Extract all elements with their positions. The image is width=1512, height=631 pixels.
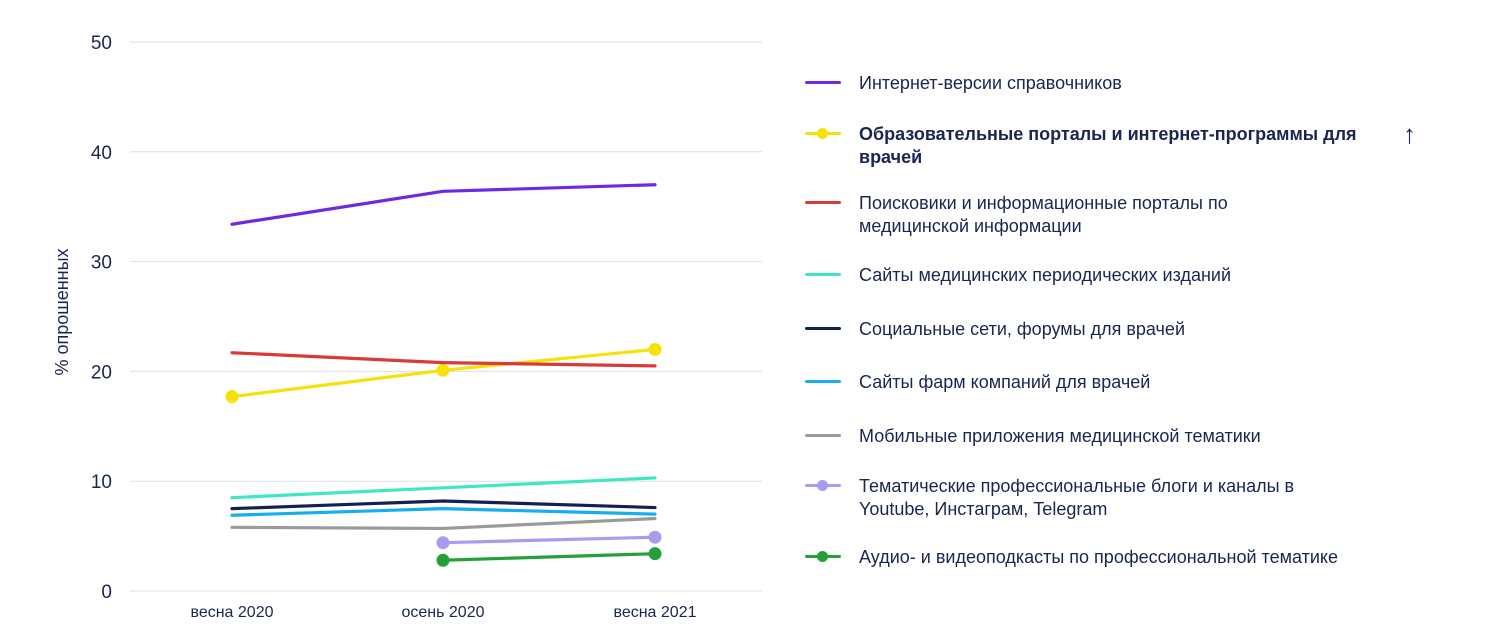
legend-line bbox=[805, 273, 841, 276]
data-point bbox=[648, 530, 662, 544]
legend-marker bbox=[817, 480, 828, 491]
y-tick-label: 50 bbox=[91, 33, 112, 54]
series-line bbox=[230, 516, 657, 531]
series-line bbox=[230, 183, 657, 226]
y-axis-label: % опрошенных bbox=[52, 248, 72, 375]
y-tick-label: 40 bbox=[91, 143, 112, 164]
data-point bbox=[436, 553, 450, 567]
legend-swatch bbox=[805, 192, 841, 214]
series-6 bbox=[230, 516, 657, 531]
series-line bbox=[441, 552, 657, 562]
legend-label: Сайты медицинских периодических изданий bbox=[859, 265, 1232, 285]
y-tick-label: 0 bbox=[101, 582, 112, 603]
series-line bbox=[441, 535, 657, 545]
legend-item: Мобильные приложения медицинской тематик… bbox=[805, 425, 1261, 448]
series-line bbox=[230, 499, 657, 511]
series-7 bbox=[436, 530, 662, 550]
series-2 bbox=[230, 351, 657, 368]
y-tick-label: 10 bbox=[91, 472, 112, 493]
series-5 bbox=[230, 507, 657, 517]
legend-line bbox=[805, 434, 841, 437]
series-1 bbox=[225, 342, 662, 404]
legend-label: Интернет-версии справочников bbox=[859, 73, 1122, 93]
legend-item: Сайты медицинских периодических изданий bbox=[805, 264, 1231, 287]
data-point bbox=[648, 342, 662, 356]
legend-marker bbox=[817, 128, 828, 139]
data-point bbox=[436, 536, 450, 550]
x-axis-ticks: весна 2020 осень 2020 весна 2021 bbox=[191, 604, 697, 621]
legend-marker bbox=[817, 551, 828, 562]
legend-swatch bbox=[805, 425, 841, 447]
legend-label: Сайты фарм компаний для врачей bbox=[859, 372, 1151, 392]
legend-swatch bbox=[805, 546, 841, 568]
data-point bbox=[225, 390, 239, 404]
series-line bbox=[230, 507, 657, 517]
legend-label: Социальные сети, форумы для врачей bbox=[859, 319, 1185, 339]
series-3 bbox=[230, 476, 657, 500]
legend-swatch bbox=[805, 72, 841, 94]
legend-label: Мобильные приложения медицинской тематик… bbox=[859, 426, 1261, 446]
y-axis-ticks: 0 10 20 30 40 50 bbox=[91, 33, 112, 603]
legend-item: Социальные сети, форумы для врачей bbox=[805, 318, 1185, 341]
legend-swatch bbox=[805, 264, 841, 286]
legend-line bbox=[805, 201, 841, 204]
data-point bbox=[648, 547, 662, 561]
y-tick-label: 20 bbox=[91, 362, 112, 383]
legend-item: Аудио- и видеоподкасты по профессиональн… bbox=[805, 546, 1338, 569]
legend-swatch bbox=[805, 318, 841, 340]
legend-swatch bbox=[805, 371, 841, 393]
x-tick-label: весна 2020 bbox=[191, 604, 274, 621]
x-tick-label: осень 2020 bbox=[401, 604, 484, 621]
legend-label: Поисковики и информационные порталы по м… bbox=[859, 193, 1228, 236]
series-group bbox=[225, 183, 662, 567]
y-tick-label: 30 bbox=[91, 253, 112, 274]
legend-line bbox=[805, 380, 841, 383]
legend-label: Аудио- и видеоподкасты по профессиональн… bbox=[859, 547, 1338, 567]
legend-line bbox=[805, 327, 841, 330]
legend-item: Поисковики и информационные порталы по м… bbox=[805, 192, 1289, 238]
legend-item: Тематические профессиональные блоги и ка… bbox=[805, 475, 1349, 521]
series-4 bbox=[230, 499, 657, 511]
legend-item: Сайты фарм компаний для врачей bbox=[805, 371, 1150, 394]
legend-item: Интернет-версии справочников bbox=[805, 72, 1122, 95]
legend-swatch bbox=[805, 123, 841, 145]
legend-label: Тематические профессиональные блоги и ка… bbox=[859, 476, 1295, 519]
series-8 bbox=[436, 547, 662, 567]
series-line bbox=[230, 351, 657, 368]
data-point bbox=[436, 363, 450, 377]
legend-line bbox=[805, 81, 841, 84]
series-line bbox=[230, 476, 657, 500]
legend-item: Образовательные порталы и интернет-прогр… bbox=[805, 119, 1416, 169]
arrow-up-icon: ↑ bbox=[1403, 119, 1416, 149]
legend-swatch bbox=[805, 475, 841, 497]
x-tick-label: весна 2021 bbox=[614, 604, 697, 621]
legend-label: Образовательные порталы и интернет-прогр… bbox=[859, 124, 1357, 167]
series-0 bbox=[230, 183, 657, 226]
